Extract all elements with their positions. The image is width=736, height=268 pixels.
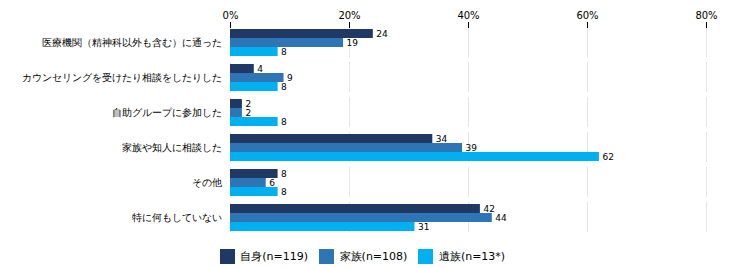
svg-text:19: 19	[347, 38, 359, 48]
html-text:自身(n=119): 自身(n=119)	[240, 250, 309, 263]
svg-text:60%: 60%	[576, 10, 598, 21]
html-text:家族(n=108): 家族(n=108)	[339, 250, 408, 263]
svg-text:0%: 0%	[223, 10, 239, 21]
svg-text:9: 9	[287, 73, 293, 83]
svg-text:2: 2	[245, 108, 251, 118]
svg-text:カウンセリングを受けたり相談をしたりした: カウンセリングを受けたり相談をしたりした	[22, 72, 222, 83]
svg-text:80%: 80%	[695, 10, 717, 21]
svg-text:自助グループに参加した: 自助グループに参加した	[112, 107, 222, 118]
svg-text:44: 44	[495, 213, 507, 223]
svg-text:2: 2	[245, 98, 252, 109]
svg-text:その他: その他	[192, 177, 222, 188]
svg-text:62: 62	[602, 152, 613, 162]
svg-text:8: 8	[281, 82, 287, 92]
svg-text:40%: 40%	[457, 10, 479, 21]
svg-text:家族や知人に相談した: 家族や知人に相談した	[122, 142, 222, 153]
svg-text:42: 42	[483, 204, 494, 214]
svg-text:特に何もしていない: 特に何もしていない	[132, 212, 222, 223]
svg-text:8: 8	[281, 47, 287, 57]
svg-text:34: 34	[436, 134, 448, 144]
svg-text:8: 8	[281, 187, 287, 197]
svg-text:4: 4	[257, 64, 263, 74]
svg-text:8: 8	[281, 169, 287, 179]
svg-text:20%: 20%	[338, 10, 360, 21]
svg-text:6: 6	[269, 178, 275, 188]
svg-text:24: 24	[376, 29, 388, 39]
html-text:遺族(n=13*): 遺族(n=13*)	[438, 250, 506, 263]
svg-text:医療機関（精神科以外も含む）に通った: 医療機関（精神科以外も含む）に通った	[42, 37, 222, 48]
svg-text:8: 8	[281, 117, 287, 127]
svg-text:31: 31	[418, 222, 429, 232]
svg-text:39: 39	[466, 143, 478, 153]
